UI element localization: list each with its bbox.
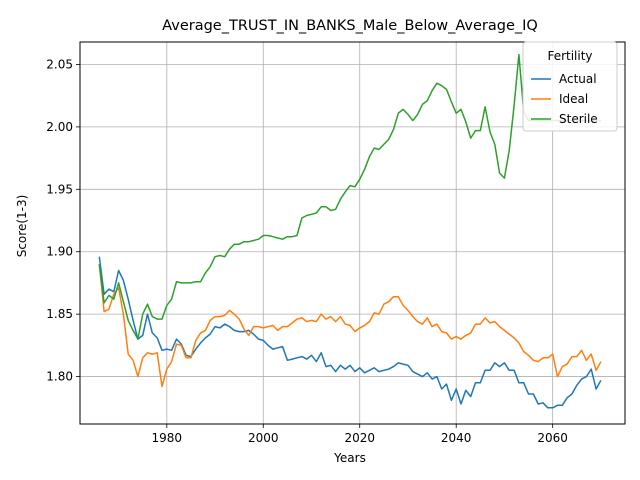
legend-label-actual: Actual: [559, 72, 597, 86]
y-tick-label: 1.85: [46, 307, 73, 321]
y-tick-label: 1.95: [46, 182, 73, 196]
y-tick-label: 1.80: [46, 370, 73, 384]
legend-label-sterile: Sterile: [559, 112, 598, 126]
y-axis-label: Score(1-3): [15, 195, 29, 258]
x-tick-label: 2060: [537, 431, 568, 445]
x-tick-label: 1980: [152, 431, 183, 445]
y-tick-label: 1.90: [46, 245, 73, 259]
legend-title: Fertility: [547, 49, 592, 63]
chart-title: Average_TRUST_IN_BANKS_Male_Below_Averag…: [162, 18, 538, 34]
x-tick-label: 2020: [344, 431, 375, 445]
x-tick-label: 2040: [441, 431, 472, 445]
legend: Fertility Actual Ideal Sterile: [523, 42, 617, 131]
x-tick-label: 2000: [248, 431, 279, 445]
legend-label-ideal: Ideal: [559, 92, 588, 106]
y-tick-label: 2.05: [46, 57, 73, 71]
x-axis-label: Years: [333, 451, 366, 465]
y-tick-label: 2.00: [46, 120, 73, 134]
